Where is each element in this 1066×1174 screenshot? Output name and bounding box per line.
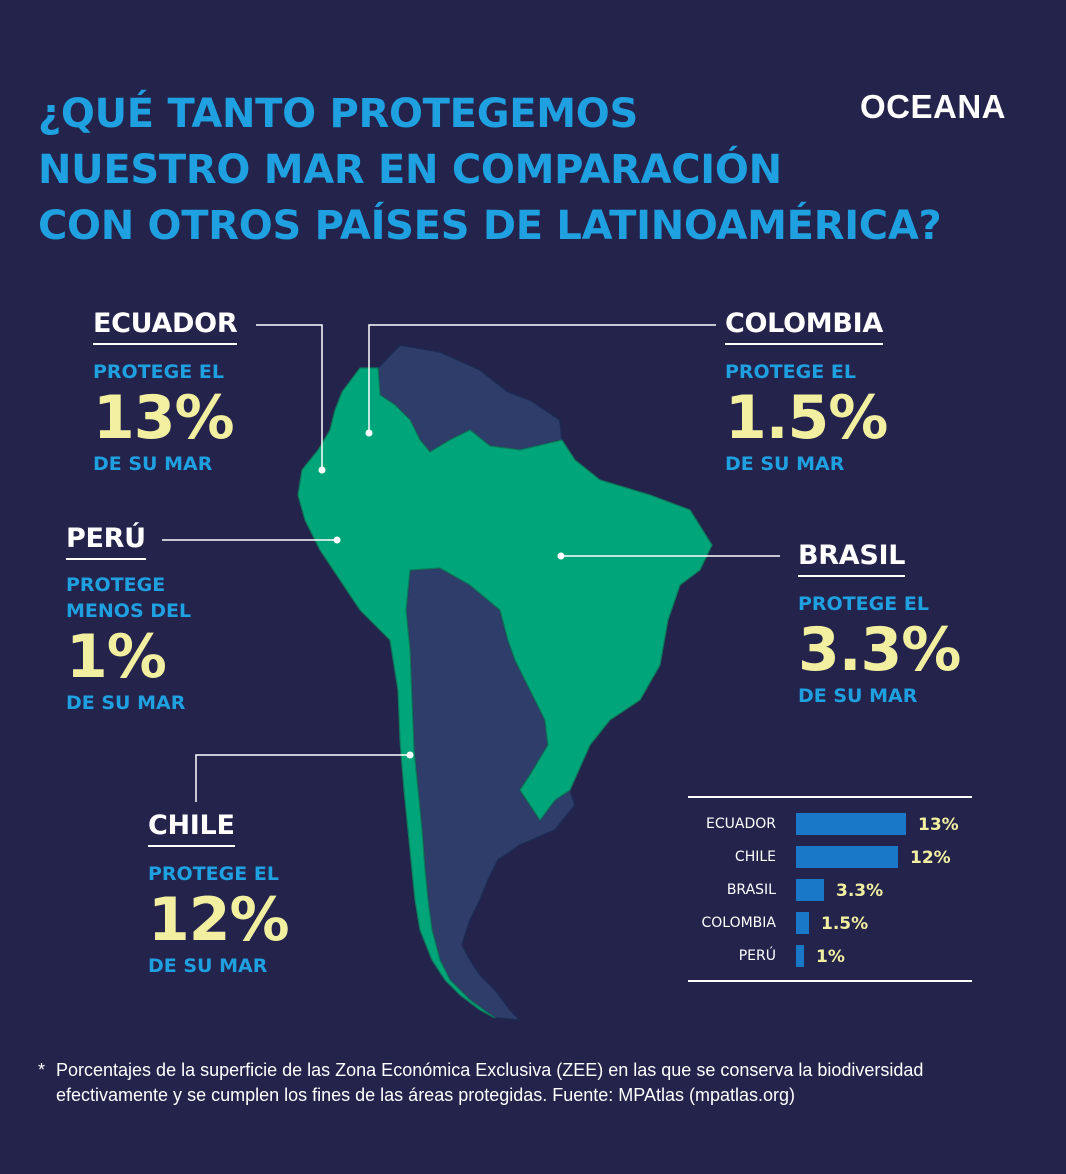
bar-value-label: 1%	[816, 947, 845, 967]
ecuador-leader-line	[256, 324, 323, 470]
bar-category-label: BRASIL	[726, 882, 776, 898]
bar	[796, 846, 898, 868]
colombia-line1: PROTEGE EL	[725, 361, 856, 383]
peru-name: PERÚ	[66, 523, 146, 560]
bar-row: PERÚ 1%	[688, 945, 972, 969]
peru-value: 1%	[66, 622, 167, 692]
chart-top-rule	[688, 796, 972, 798]
bar	[796, 912, 809, 934]
colombia-value: 1.5%	[725, 383, 888, 453]
brasil-name: BRASIL	[798, 540, 905, 577]
chile-name: CHILE	[148, 810, 235, 847]
chile-callout: CHILE PROTEGE EL 12% DE SU MAR	[148, 810, 290, 979]
brasil-callout: BRASIL PROTEGE EL 3.3% DE SU MAR	[798, 540, 961, 709]
peru-marker	[333, 536, 341, 544]
footnote-mark: *	[38, 1060, 46, 1080]
brasil-line1: PROTEGE EL	[798, 593, 929, 615]
colombia-name: COLOMBIA	[725, 308, 883, 345]
peru-line3: DE SU MAR	[66, 692, 186, 714]
ecuador-value: 13%	[93, 383, 235, 453]
bar	[796, 879, 824, 901]
brasil-line3: DE SU MAR	[798, 685, 918, 707]
colombia-marker	[365, 429, 373, 437]
title-line-2: NUESTRO MAR EN COMPARACIÓN	[38, 147, 782, 193]
chile-leader-line	[195, 754, 410, 802]
bar-value-label: 3.3%	[836, 881, 884, 901]
bar	[796, 945, 804, 967]
peru-line2: MENOS DEL	[66, 600, 192, 622]
colombia-callout: COLOMBIA PROTEGE EL 1.5% DE SU MAR	[725, 308, 888, 477]
brasil-value: 3.3%	[798, 615, 961, 685]
title-line-1: ¿QUÉ TANTO PROTEGEMOS	[38, 91, 638, 137]
chile-marker	[406, 751, 414, 759]
bar-value-label: 13%	[918, 815, 959, 835]
chile-line3: DE SU MAR	[148, 955, 268, 977]
title-line-3: CON OTROS PAÍSES DE LATINOAMÉRICA?	[38, 203, 942, 249]
peru-line1: PROTEGE	[66, 574, 166, 596]
ecuador-line1: PROTEGE EL	[93, 361, 224, 383]
bar-category-label: ECUADOR	[706, 816, 776, 832]
colombia-leader-line	[368, 324, 716, 433]
bar-value-label: 1.5%	[821, 914, 869, 934]
ecuador-callout: ECUADOR PROTEGE EL 13% DE SU MAR	[93, 308, 238, 477]
bar-category-label: PERÚ	[738, 948, 776, 964]
colombia-line3: DE SU MAR	[725, 453, 845, 475]
ecuador-name: ECUADOR	[93, 308, 238, 345]
bar-row: ECUADOR 13%	[688, 813, 972, 837]
footnote-text: Porcentajes de la superficie de las Zona…	[56, 1060, 924, 1105]
bar-category-label: COLOMBIA	[701, 915, 776, 931]
bar	[796, 813, 906, 835]
chile-line1: PROTEGE EL	[148, 863, 279, 885]
footnote: * Porcentajes de la superficie de las Zo…	[38, 1058, 1028, 1108]
page-title: ¿QUÉ TANTO PROTEGEMOS NUESTRO MAR EN COM…	[38, 86, 942, 254]
oceana-logo: OCEANA	[860, 88, 1007, 125]
brasil-marker	[557, 552, 565, 560]
protection-bar-chart: ECUADOR 13% CHILE 12% BRASIL 3.3% COLOMBIA 1.5%…	[688, 796, 972, 982]
bar-row: COLOMBIA 1.5%	[688, 912, 972, 936]
bar-row: CHILE 12%	[688, 846, 972, 870]
map-focus-countries	[297, 367, 713, 1019]
bar-value-label: 12%	[910, 848, 951, 868]
ecuador-line3: DE SU MAR	[93, 453, 213, 475]
chile-value: 12%	[148, 885, 290, 955]
bar-category-label: CHILE	[734, 849, 776, 865]
ecuador-marker	[318, 466, 326, 474]
peru-callout: PERÚ PROTEGE MENOS DEL 1% DE SU MAR	[66, 523, 191, 716]
chart-bottom-rule	[688, 980, 972, 982]
bar-row: BRASIL 3.3%	[688, 879, 972, 903]
